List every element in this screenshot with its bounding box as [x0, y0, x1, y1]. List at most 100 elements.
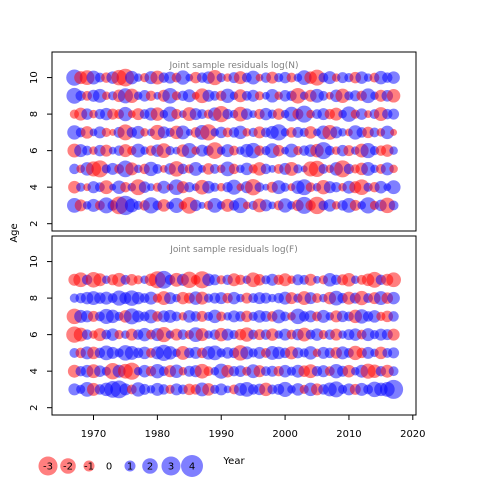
residual-bubble: [82, 145, 93, 156]
residual-bubble: [277, 381, 293, 397]
residual-bubble: [235, 274, 246, 286]
residual-bubble: [206, 142, 224, 159]
residual-bubble: [387, 291, 400, 305]
residual-bubble: [93, 273, 107, 287]
residual-bubble: [342, 364, 356, 378]
panel-logF: Joint sample residuals log(F) 2 4 6 8 10: [29, 235, 417, 416]
residual-bubble: [188, 161, 203, 176]
residual-bubble: [92, 88, 107, 103]
residual-bubble: [99, 180, 114, 195]
residual-bubble: [360, 88, 376, 104]
residual-bubble: [175, 70, 191, 85]
residual-bubble: [125, 70, 139, 85]
residual-bubble: [330, 126, 343, 139]
residual-bubble: [286, 72, 297, 83]
residual-bubble: [323, 71, 337, 85]
residual-bubble: [163, 346, 177, 360]
residual-bubble: [277, 198, 293, 213]
legend-label: 2: [147, 462, 153, 473]
residual-bubble: [380, 162, 394, 176]
residual-bubble: [100, 144, 113, 157]
residual-bubble: [380, 125, 395, 140]
x-tick-label: 2020: [400, 429, 425, 440]
residual-bubble: [152, 163, 163, 174]
residual-bubble: [80, 126, 94, 139]
residual-bubble: [157, 199, 171, 212]
residual-bubble: [139, 383, 151, 395]
residual-bubble: [226, 179, 242, 195]
residual-bubble: [265, 89, 280, 103]
residual-bubble: [216, 311, 227, 322]
residual-bubble: [123, 362, 141, 380]
residual-bubble: [386, 180, 401, 195]
residual-bubble: [313, 275, 321, 284]
residual-bubble: [177, 163, 189, 175]
residual-bubble: [260, 163, 272, 175]
residual-bubble: [303, 346, 318, 360]
residual-bubble: [91, 160, 109, 178]
residual-bubble: [349, 199, 361, 211]
residual-bubble: [318, 163, 329, 174]
residual-bubble: [272, 144, 285, 157]
residual-bubble: [150, 107, 165, 121]
residual-bubble: [168, 197, 185, 213]
residual-bubble: [241, 108, 253, 120]
legend-label: -2: [63, 462, 73, 473]
x-axis: 1970 1980 1990 2000 2010 2020: [81, 414, 426, 440]
residual-bubble: [293, 164, 303, 174]
panel-logN: Joint sample residuals log(N) 2 4 6 8 10: [29, 51, 417, 232]
residual-bubble: [388, 200, 399, 211]
residual-bubble: [114, 330, 124, 340]
legend-bubble: [124, 460, 136, 472]
residual-bubble: [312, 293, 322, 304]
residual-bubble: [156, 327, 172, 343]
residual-bubble: [338, 128, 347, 137]
legend-bubble: [83, 460, 95, 472]
residual-bubble: [227, 291, 241, 305]
residual-bubble: [342, 273, 356, 287]
residual-bubble: [145, 90, 157, 102]
residual-bubble: [220, 88, 235, 103]
residual-bubble: [388, 347, 400, 359]
residual-bubble: [101, 127, 111, 137]
residual-bubble: [169, 364, 184, 378]
residual-bubble: [384, 379, 404, 399]
residual-bubble: [189, 199, 202, 212]
residual-bubble: [207, 198, 223, 213]
residual-bubble: [175, 125, 190, 140]
legend-label: 1: [127, 462, 133, 473]
residual-bubble: [195, 328, 209, 342]
residual-bubble: [290, 88, 306, 104]
residual-bubble: [343, 145, 355, 157]
residual-bubble: [316, 309, 330, 323]
residual-bubble: [388, 311, 399, 322]
residual-bubble: [305, 182, 316, 193]
residual-bubble: [304, 126, 317, 139]
y-tick-label: 2: [29, 221, 40, 227]
residual-bubble: [280, 182, 290, 192]
residual-bubble: [323, 199, 337, 212]
residual-bubble: [355, 108, 368, 120]
residual-bubble: [280, 311, 291, 322]
residual-bubble: [254, 91, 265, 101]
residual-bubble: [242, 128, 252, 137]
legend-label: 0: [106, 462, 112, 473]
x-tick-label: 2010: [336, 429, 361, 440]
residual-bubble: [102, 91, 111, 101]
residual-bubble: [164, 292, 177, 305]
residual-bubble: [361, 161, 376, 176]
residual-bubble: [341, 106, 357, 122]
residual-bubble: [232, 197, 249, 214]
x-tick-label: 1990: [209, 429, 234, 440]
legend-label: 3: [168, 462, 174, 473]
y-tick-label: 2: [29, 405, 40, 411]
residual-bubble: [254, 145, 265, 156]
residual-bubble: [207, 70, 223, 86]
y-tick-label: 4: [29, 368, 40, 374]
legend-bubble: [181, 455, 203, 477]
legend-bubble: [142, 458, 158, 474]
residual-bubble: [374, 180, 388, 194]
y-tick-label: 6: [29, 331, 40, 337]
residual-bubble: [330, 181, 342, 193]
